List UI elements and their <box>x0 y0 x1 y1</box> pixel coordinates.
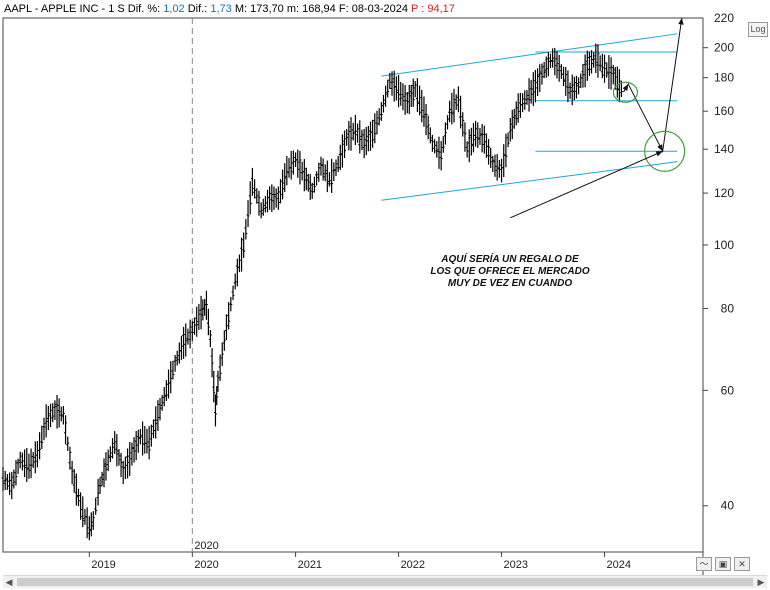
projection-arrowhead <box>678 18 684 25</box>
channel-line <box>381 161 678 201</box>
x-tick-label: 2021 <box>298 559 322 571</box>
y-tick-label: 200 <box>714 41 734 55</box>
x-tick-label: 2022 <box>401 559 425 571</box>
symbol: AAPL <box>4 3 32 15</box>
y-tick-label: 160 <box>714 104 734 118</box>
scroll-left-icon[interactable]: ◀ <box>5 577 13 587</box>
y-tick-label: 40 <box>721 499 735 513</box>
dif-pct-value: 1,02 <box>163 3 185 15</box>
horizontal-scrollbar[interactable]: ◀ ▶ <box>3 575 767 588</box>
wave-icon[interactable]: 〜 <box>696 557 712 571</box>
scroll-right-icon[interactable]: ▶ <box>757 577 765 587</box>
scrollbar-thumb[interactable] <box>17 578 753 586</box>
save-icon[interactable]: ▣ <box>715 557 731 571</box>
annotation-arrow <box>510 150 663 219</box>
company-name: APPLE INC <box>40 3 99 15</box>
timeframe: 1 S <box>108 3 125 15</box>
channel-line <box>381 33 678 77</box>
annotation-text: AQUÍ SERÍA UN REGALO DE LOS QUE OFRECE E… <box>410 254 610 290</box>
log-toggle-button[interactable]: Log <box>748 22 768 37</box>
year-marker-label: 2020 <box>194 540 218 552</box>
projection-arrowhead <box>622 84 629 92</box>
date-label: F: <box>338 3 349 15</box>
annotation-circle <box>612 81 639 103</box>
y-tick-label: 140 <box>714 142 734 156</box>
x-tick-label: 2024 <box>607 559 631 571</box>
x-tick-label: 2023 <box>504 559 528 571</box>
y-tick-label: 120 <box>714 186 734 200</box>
dif-pct-label: Dif. %: <box>127 3 161 15</box>
max-label: M: <box>234 3 248 15</box>
close-icon[interactable]: ✕ <box>734 557 750 571</box>
x-tick-label: 2020 <box>194 559 218 571</box>
annotation-arrowhead <box>655 151 663 157</box>
y-tick-label: 100 <box>714 238 734 252</box>
max-value: 173,70 <box>250 3 284 15</box>
x-tick-label: 2019 <box>91 559 115 571</box>
date-value: 08-03-2024 <box>351 3 408 15</box>
y-tick-label: 180 <box>714 71 734 85</box>
min-value: 168,94 <box>302 3 336 15</box>
dif-label: Dif.: <box>187 3 208 15</box>
y-tick-label: 60 <box>721 383 735 397</box>
annotation-line-2: LOS QUE OFRECE EL MERCADO <box>430 266 590 277</box>
dif-value: 1,73 <box>210 3 232 15</box>
min-label: m: <box>286 3 300 15</box>
p-label: P : <box>411 3 425 15</box>
y-tick-label-top: 220 <box>714 11 734 25</box>
projection-arrowhead <box>657 144 663 152</box>
p-value: 94,17 <box>427 3 455 15</box>
annotation-line-1: AQUÍ SERÍA UN REGALO DE <box>441 254 579 265</box>
annotation-circle <box>644 130 686 172</box>
info-bar: AAPL - APPLE INC - 1 S Dif. %: 1,02 Dif.… <box>4 3 455 15</box>
annotation-line-3: MUY DE VEZ EN CUANDO <box>447 278 573 289</box>
y-tick-label: 80 <box>721 301 735 315</box>
